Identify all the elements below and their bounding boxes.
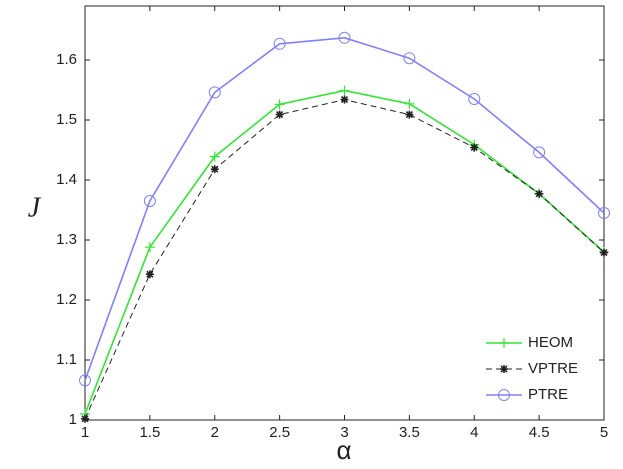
y-tick-label: 1.2 bbox=[56, 291, 77, 308]
x-tick-label: 3.5 bbox=[399, 424, 420, 441]
x-tick-label: 2 bbox=[211, 424, 219, 441]
y-tick-label: 1.3 bbox=[56, 231, 77, 248]
y-tick-label: 1.5 bbox=[56, 111, 77, 128]
marker-shape bbox=[498, 389, 510, 401]
marker-shape bbox=[274, 99, 285, 110]
x-tick-label: 5 bbox=[600, 424, 608, 441]
marker bbox=[145, 270, 154, 279]
legend-label: PTRE bbox=[528, 386, 568, 403]
marker bbox=[339, 85, 350, 96]
marker bbox=[600, 248, 608, 257]
marker-shape bbox=[598, 207, 610, 219]
plot-frame bbox=[84, 5, 605, 421]
marker-shape bbox=[79, 374, 91, 387]
series-line bbox=[84, 36, 605, 381]
marker-shape bbox=[209, 151, 220, 162]
series-line bbox=[84, 99, 605, 420]
marker-shape bbox=[404, 98, 415, 109]
marker bbox=[275, 110, 284, 119]
x-axis-label: α bbox=[336, 435, 351, 464]
marker bbox=[338, 31, 351, 44]
marker-shape bbox=[535, 189, 544, 198]
y-tick-label: 1 bbox=[69, 411, 77, 428]
legend-label: HEOM bbox=[528, 334, 573, 351]
marker-shape bbox=[339, 85, 350, 96]
marker-shape bbox=[273, 37, 286, 50]
marker bbox=[273, 37, 286, 50]
marker-shape bbox=[600, 248, 608, 257]
y-tick-label: 1.4 bbox=[56, 171, 77, 188]
marker-shape bbox=[81, 414, 89, 423]
marker-shape bbox=[500, 365, 508, 373]
marker-shape bbox=[338, 31, 351, 44]
marker-shape bbox=[208, 86, 221, 99]
x-tick-label: 2.5 bbox=[269, 424, 290, 441]
y-tick-label: 1.6 bbox=[56, 51, 77, 68]
marker-shape bbox=[405, 110, 414, 119]
marker-shape bbox=[499, 338, 509, 348]
marker bbox=[470, 143, 479, 152]
marker-shape bbox=[340, 95, 349, 104]
x-tick-label: 3 bbox=[340, 424, 348, 441]
marker-shape bbox=[145, 270, 154, 279]
marker-shape bbox=[470, 143, 479, 152]
marker-shape bbox=[144, 242, 155, 253]
marker bbox=[79, 374, 91, 387]
x-tick-label: 1 bbox=[81, 424, 89, 441]
marker bbox=[405, 110, 414, 119]
marker bbox=[210, 165, 219, 174]
marker-shape bbox=[210, 165, 219, 174]
marker bbox=[209, 151, 220, 162]
y-tick-label: 1.1 bbox=[56, 351, 77, 368]
marker bbox=[144, 242, 155, 253]
x-tick-label: 4 bbox=[470, 424, 478, 441]
marker bbox=[81, 414, 89, 423]
marker bbox=[404, 98, 415, 109]
marker-shape bbox=[468, 93, 481, 105]
marker-shape bbox=[403, 52, 416, 65]
marker-shape bbox=[143, 195, 156, 207]
marker-shape bbox=[533, 146, 546, 159]
marker bbox=[143, 195, 156, 207]
x-tick-label: 1.5 bbox=[139, 424, 160, 441]
marker bbox=[468, 93, 481, 105]
marker bbox=[500, 365, 508, 373]
marker bbox=[208, 86, 221, 99]
marker bbox=[533, 146, 546, 159]
marker bbox=[598, 207, 610, 219]
marker bbox=[403, 52, 416, 65]
marker bbox=[535, 189, 544, 198]
y-axis-label: J bbox=[28, 192, 42, 223]
marker bbox=[499, 338, 509, 348]
x-tick-label: 4.5 bbox=[529, 424, 550, 441]
marker bbox=[274, 99, 285, 110]
marker bbox=[340, 95, 349, 104]
marker-shape bbox=[275, 110, 284, 119]
marker bbox=[498, 389, 510, 401]
legend-label: VPTRE bbox=[528, 360, 578, 377]
